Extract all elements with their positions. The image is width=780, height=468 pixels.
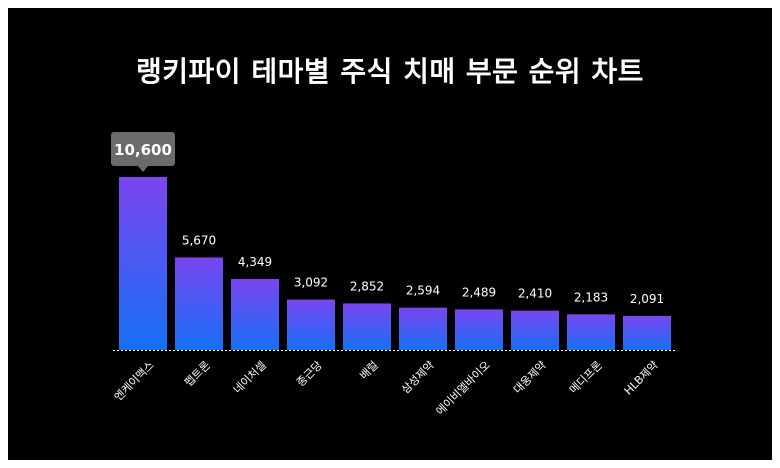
value-label-2: 5,670 xyxy=(182,233,216,247)
category-label-5: 배럴 xyxy=(357,359,381,383)
bar-10 xyxy=(623,315,671,350)
bars-group xyxy=(119,177,671,350)
bar-1 xyxy=(119,177,167,350)
value-label-9: 2,183 xyxy=(574,290,608,304)
category-label-10: HLB제약 xyxy=(621,358,661,398)
value-label-pointer xyxy=(138,166,148,172)
value-label-6: 2,594 xyxy=(406,284,440,298)
category-label-3: 네이처셀 xyxy=(231,359,269,397)
chart-title: 랭키파이 테마별 주식 치매 부문 순위 차트 xyxy=(136,55,644,88)
value-label-4: 3,092 xyxy=(294,276,328,290)
value-label-5: 2,852 xyxy=(350,279,384,293)
category-label-6: 삼성제약 xyxy=(398,358,437,397)
category-label-2: 펩트론 xyxy=(182,359,213,390)
bar-2 xyxy=(175,257,223,350)
bar-5 xyxy=(343,303,391,350)
value-label-8: 2,410 xyxy=(518,287,552,301)
bar-7 xyxy=(455,309,503,350)
value-label-3: 4,349 xyxy=(238,255,272,269)
category-label-7: 에이비엘바이오 xyxy=(433,359,492,418)
bar-9 xyxy=(567,314,615,350)
category-label-1: 엔케이맥스 xyxy=(112,359,157,404)
category-label-4: 종근당 xyxy=(294,359,325,390)
value-label-1: 10,600 xyxy=(114,141,172,159)
value-label-7: 2,489 xyxy=(462,285,496,299)
category-label-9: 메디프론 xyxy=(567,359,605,397)
value-label-box xyxy=(111,132,175,166)
bar-3 xyxy=(231,279,279,350)
value-label-10: 2,091 xyxy=(630,292,664,306)
bar-6 xyxy=(399,307,447,350)
bar-4 xyxy=(287,299,335,350)
bar-8 xyxy=(511,310,559,350)
category-label-8: 대웅제약 xyxy=(510,358,549,397)
